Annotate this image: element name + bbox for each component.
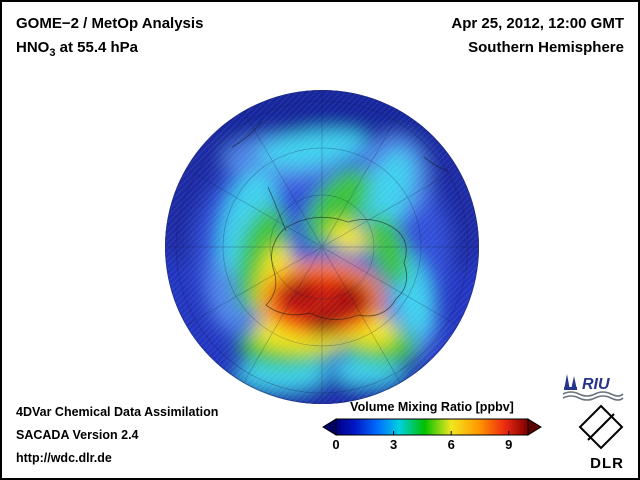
analysis-title: GOME−2 / MetOp Analysis [16, 15, 204, 32]
formula-prefix: HNO [16, 39, 50, 56]
region-label: Southern Hemisphere [468, 39, 624, 56]
tick-0: 0 [332, 437, 340, 452]
tick-9: 9 [505, 437, 513, 452]
colorbar-under-arrow [322, 418, 337, 436]
formula-subscript: 3 [49, 47, 56, 59]
footer-credits: 4DVar Chemical Data Assimilation SACADA … [16, 401, 218, 470]
cathedral-spire-icon [564, 374, 570, 390]
formula-suffix: at 55.4 hPa [55, 39, 139, 56]
riu-waves-icon [562, 391, 624, 401]
dlr-logo: DLR [560, 404, 624, 472]
header-right: Apr 25, 2012, 12:00 GMT Southern Hemisph… [451, 12, 624, 60]
colorbar-over-arrow [527, 418, 542, 436]
riu-text: RIU [582, 376, 610, 393]
coastline-antarctica [231, 120, 449, 320]
date-label: Apr 25, 2012, 12:00 GMT [451, 15, 624, 32]
riu-logo-graphic: RIU [562, 374, 624, 401]
colorbar-tick-labels: 0 3 6 9 [322, 436, 542, 452]
dlr-text: DLR [590, 455, 624, 472]
graticule [165, 90, 479, 404]
colorbar: Volume Mixing Ratio [ppbv] [322, 400, 542, 452]
riu-logo: RIU [556, 372, 626, 407]
assimilation-label: 4DVar Chemical Data Assimilation [16, 405, 219, 419]
url-label: http://wdc.dlr.de [16, 451, 112, 465]
tick-6: 6 [447, 437, 455, 452]
version-label: SACADA Version 2.4 [16, 428, 139, 442]
hemisphere-map [165, 90, 479, 404]
colorbar-gradient [322, 418, 542, 436]
mixing-ratio-field [165, 90, 479, 404]
dlr-emblem-icon [578, 404, 624, 450]
tick-3: 3 [389, 437, 398, 452]
colorbar-title: Volume Mixing Ratio [ppbv] [350, 400, 514, 414]
header-left: GOME−2 / MetOp Analysis HNO3 at 55.4 hPa [16, 12, 203, 65]
species-level-label: HNO3 at 55.4 hPa [16, 36, 203, 65]
